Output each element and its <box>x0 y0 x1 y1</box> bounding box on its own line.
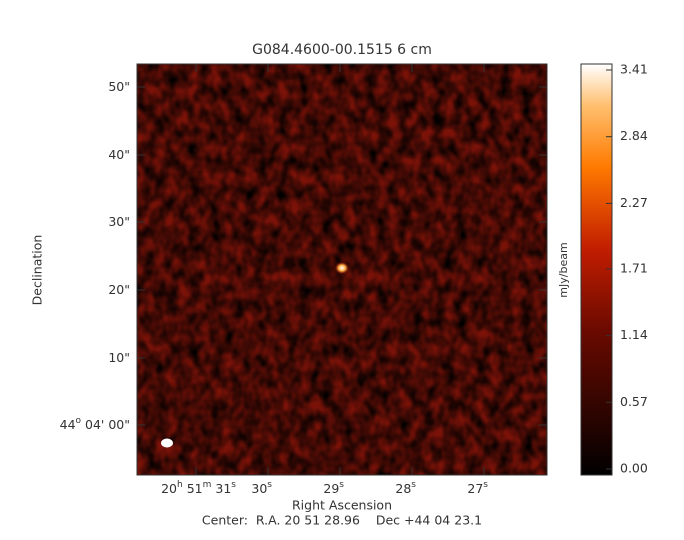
x-axis-label: Right Ascension <box>292 498 392 513</box>
superscript: m <box>203 480 212 490</box>
x-tick-label: 29s <box>323 480 344 496</box>
superscript: o <box>76 416 82 426</box>
superscript: s <box>483 480 488 490</box>
colorbar-label: mJy/beam <box>557 242 570 297</box>
superscript: s <box>339 480 344 490</box>
y-tick-label: 30" <box>108 214 130 229</box>
superscript: h <box>177 480 183 490</box>
superscript: s <box>411 480 416 490</box>
chart-title: G084.4600-00.1515 6 cm <box>252 42 432 58</box>
label-part: 27 <box>467 481 483 496</box>
colorbar-tick-label: 0.00 <box>620 461 648 476</box>
label-part: 50" <box>108 79 130 94</box>
y-tick-label: 40" <box>108 147 130 162</box>
image <box>136 63 548 476</box>
label-part: 29 <box>323 481 339 496</box>
colorbar-tick-label: 2.84 <box>620 128 648 143</box>
colorbar-tick-label: 0.57 <box>620 394 648 409</box>
x-tick-label: 30s <box>251 480 272 496</box>
colorbar <box>580 63 613 476</box>
label-part: 51 <box>183 481 203 496</box>
colorbar-tick-label: 2.27 <box>620 195 648 210</box>
label-part: 44 <box>60 417 76 432</box>
y-tick-label: 10" <box>108 350 130 365</box>
label-part: 30 <box>251 481 267 496</box>
superscript: s <box>267 480 272 490</box>
x-tick-label: 27s <box>467 480 488 496</box>
colorbar-tick-label: 3.41 <box>620 62 648 77</box>
superscript: s <box>231 480 236 490</box>
label-part: 04' 00" <box>81 417 130 432</box>
label-part: 10" <box>108 350 130 365</box>
label-part: 30" <box>108 214 130 229</box>
y-tick-label: 50" <box>108 79 130 94</box>
y-tick-label: 44o 04' 00" <box>60 416 130 432</box>
colorbar-tick-label: 1.71 <box>620 260 648 275</box>
label-part: 28 <box>395 481 411 496</box>
x-tick-label: 28s <box>395 480 416 496</box>
label-part: 20 <box>161 481 177 496</box>
label-part: 20" <box>108 282 130 297</box>
footer: Center: R.A. 20 51 28.96 Dec +44 04 23.1 <box>202 513 482 528</box>
y-axis-label: Declination <box>30 235 45 306</box>
x-tick-label: 20h 51m 31s <box>161 480 236 496</box>
label-part: 31 <box>211 481 231 496</box>
y-tick-label: 20" <box>108 282 130 297</box>
colorbar-tick-label: 1.14 <box>620 327 648 342</box>
label-part: 40" <box>108 147 130 162</box>
